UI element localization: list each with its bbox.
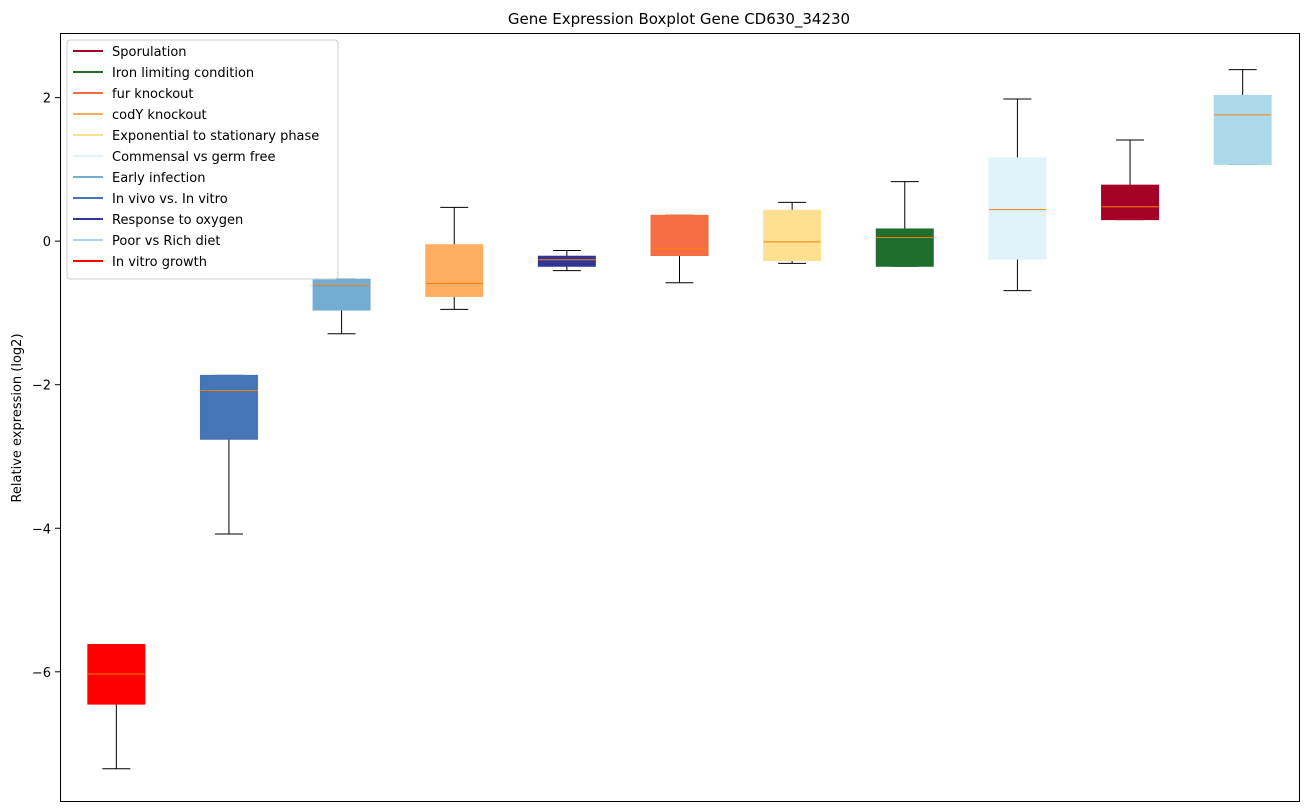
legend-label: Iron limiting condition (112, 66, 254, 81)
box-body (1213, 94, 1272, 165)
y-axis-ticks: −6 −4 −2 0 2 (32, 92, 60, 681)
box-iron-limiting-condition (875, 181, 934, 267)
y-tick-label: 2 (43, 92, 51, 107)
box-body (763, 209, 822, 262)
y-tick-label: −4 (32, 522, 51, 537)
box-in-vitro-growth (87, 644, 146, 770)
box-body (199, 374, 258, 440)
box-commensal-vs-germ-free (988, 98, 1047, 292)
box-body (1101, 184, 1160, 221)
box-exponential-to-stationary-phase (763, 201, 822, 264)
box-body (875, 228, 934, 267)
box-body (650, 214, 709, 257)
box-fur-knockout (650, 214, 709, 284)
legend-label: fur knockout (112, 87, 194, 102)
box-response-to-oxygen (537, 249, 596, 272)
legend: Sporulation Iron limiting condition fur kn… (66, 39, 339, 280)
y-axis-label: Relative expression (log2) (10, 333, 25, 502)
legend-label: In vivo vs. In vitro (112, 192, 228, 207)
chart-title: Gene Expression Boxplot Gene CD630_34230 (508, 10, 850, 29)
legend-label: Exponential to stationary phase (112, 129, 319, 144)
legend-frame (66, 39, 339, 280)
box-poor-vs-rich-diet (1213, 69, 1272, 165)
legend-label: Sporulation (112, 45, 187, 60)
legend-label: codY knockout (112, 108, 207, 123)
plot-frame (60, 33, 1300, 802)
box-early-infection (312, 278, 371, 335)
box-body (988, 157, 1047, 260)
legend-label: Commensal vs germ free (112, 150, 275, 165)
boxes-layer (87, 69, 1272, 770)
box-body (312, 278, 371, 311)
legend-label: Early infection (112, 171, 205, 186)
box-body (425, 244, 484, 297)
legend-label: In vitro growth (112, 255, 207, 270)
y-tick-label: 0 (43, 235, 51, 250)
y-tick-label: −2 (32, 379, 51, 394)
y-tick-label: −6 (32, 666, 51, 681)
box-sporulation (1101, 139, 1160, 221)
box-cody-knockout (425, 206, 484, 310)
box-body (537, 255, 596, 267)
legend-label: Poor vs Rich diet (112, 234, 220, 249)
box-in-vivo-vs-in-vitro (199, 374, 258, 535)
legend-label: Response to oxygen (112, 213, 243, 228)
